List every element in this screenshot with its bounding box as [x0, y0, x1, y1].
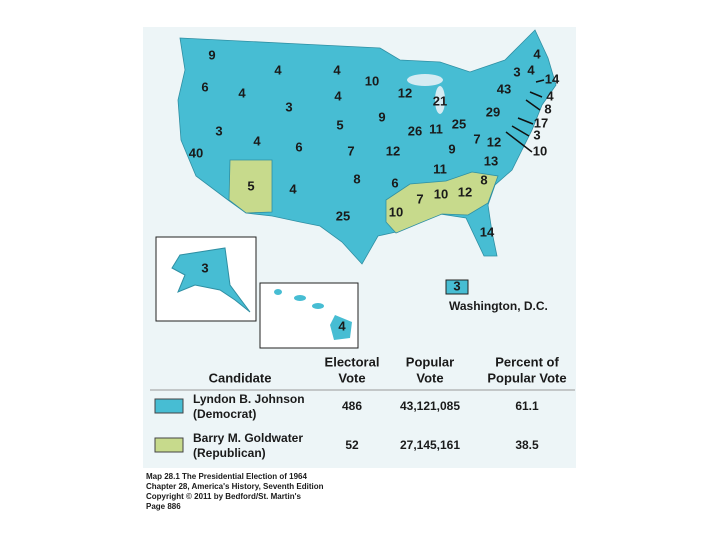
- candidate-party: (Republican): [193, 446, 266, 460]
- state-electoral-vote: 3: [513, 64, 520, 79]
- column-header: Electoral: [325, 354, 380, 369]
- island: [294, 295, 306, 301]
- state-electoral-vote: 6: [201, 79, 208, 94]
- state-electoral-vote: 4: [274, 62, 282, 77]
- column-header: Percent of: [495, 354, 559, 369]
- candidate-party: (Democrat): [193, 407, 256, 421]
- percent: 38.5: [515, 438, 539, 452]
- caption-area: [143, 468, 576, 513]
- state-electoral-vote: 14: [480, 224, 495, 239]
- legend-swatch: [154, 398, 184, 414]
- state-electoral-vote: 8: [480, 172, 487, 187]
- column-header: Popular: [406, 354, 454, 369]
- state-electoral-vote: 6: [391, 175, 398, 190]
- candidate-name: Barry M. Goldwater: [193, 431, 303, 445]
- state-electoral-vote: 13: [484, 153, 498, 168]
- caption-line: Page 886: [146, 502, 181, 511]
- leader-line: [517, 117, 534, 125]
- popular-vote: 43,121,085: [400, 399, 460, 413]
- state-electoral-vote: 4: [338, 318, 346, 333]
- state-electoral-vote: 10: [533, 143, 547, 158]
- state-electoral-vote: 4: [333, 62, 341, 77]
- state-electoral-vote: 6: [295, 139, 302, 154]
- dc-label: Washington, D.C.: [449, 299, 548, 313]
- state-electoral-vote: 3: [533, 127, 540, 142]
- state-electoral-vote: 3: [453, 278, 460, 293]
- leader-line: [535, 79, 545, 83]
- deep-south: [385, 171, 499, 234]
- state-electoral-vote: 29: [486, 104, 500, 119]
- state-electoral-vote: 12: [487, 134, 501, 149]
- state-electoral-vote: 11: [429, 121, 443, 136]
- percent: 61.1: [515, 399, 539, 413]
- island: [330, 315, 352, 340]
- state-electoral-vote: 25: [452, 116, 466, 131]
- state-electoral-vote: 21: [433, 93, 447, 108]
- leader-line: [529, 91, 543, 98]
- electoral-vote: 52: [345, 438, 359, 452]
- electoral-vote: 486: [342, 399, 362, 413]
- leader-line: [525, 99, 541, 111]
- state-electoral-vote: 7: [347, 143, 354, 158]
- state-electoral-vote: 8: [353, 171, 360, 186]
- alaska: [171, 247, 251, 313]
- caption-line: Map 28.1 The Presidential Election of 19…: [146, 472, 307, 481]
- popular-vote: 27,145,161: [400, 438, 460, 452]
- state-electoral-vote: 4: [546, 88, 554, 103]
- column-header: Candidate: [209, 370, 272, 385]
- leader-line: [511, 125, 530, 137]
- state-electoral-vote: 9: [448, 141, 455, 156]
- state-electoral-vote: 43: [497, 81, 511, 96]
- state-electoral-vote: 17: [534, 115, 548, 130]
- state-electoral-vote: 3: [201, 260, 208, 275]
- state-electoral-vote: 11: [433, 161, 447, 176]
- lake: [435, 86, 445, 114]
- state-electoral-vote: 10: [389, 204, 403, 219]
- legend-swatch: [154, 437, 184, 453]
- state-electoral-vote: 4: [527, 62, 535, 77]
- state-electoral-vote: 9: [378, 109, 385, 124]
- state-electoral-vote: 9: [208, 47, 215, 62]
- leader-line: [505, 131, 533, 153]
- state-electoral-vote: 25: [336, 208, 350, 223]
- state-electoral-vote: 3: [285, 99, 292, 114]
- column-header: Vote: [416, 370, 443, 385]
- island: [312, 303, 324, 309]
- lake: [407, 74, 443, 86]
- state-electoral-vote: 40: [189, 145, 203, 160]
- state-electoral-vote: 8: [544, 101, 551, 116]
- state-electoral-vote: 3: [215, 123, 222, 138]
- state-electoral-vote: 10: [365, 73, 379, 88]
- state-electoral-vote: 5: [336, 117, 343, 132]
- state-electoral-vote: 7: [473, 131, 480, 146]
- state-electoral-vote: 14: [545, 71, 560, 86]
- caption-line: Chapter 28, America's History, Seventh E…: [146, 482, 324, 491]
- state-electoral-vote: 12: [458, 184, 472, 199]
- state-electoral-vote: 4: [289, 181, 297, 196]
- island: [274, 289, 282, 295]
- state-electoral-vote: 26: [408, 123, 422, 138]
- column-header: Popular Vote: [487, 370, 566, 385]
- candidate-name: Lyndon B. Johnson: [193, 392, 305, 406]
- arizona: [228, 159, 273, 214]
- state-electoral-vote: 4: [334, 88, 342, 103]
- column-header: Vote: [338, 370, 365, 385]
- state-electoral-vote: 10: [434, 186, 448, 201]
- dc-box: [445, 279, 469, 295]
- state-electoral-vote: 4: [253, 133, 261, 148]
- state-electoral-vote: 12: [386, 143, 400, 158]
- state-electoral-vote: 5: [247, 178, 254, 193]
- caption-line: Copyright © 2011 by Bedford/St. Martin's: [146, 492, 301, 501]
- state-electoral-vote: 4: [533, 46, 541, 61]
- state-electoral-vote: 12: [398, 85, 412, 100]
- state-electoral-vote: 7: [416, 191, 423, 206]
- state-electoral-vote: 4: [238, 85, 246, 100]
